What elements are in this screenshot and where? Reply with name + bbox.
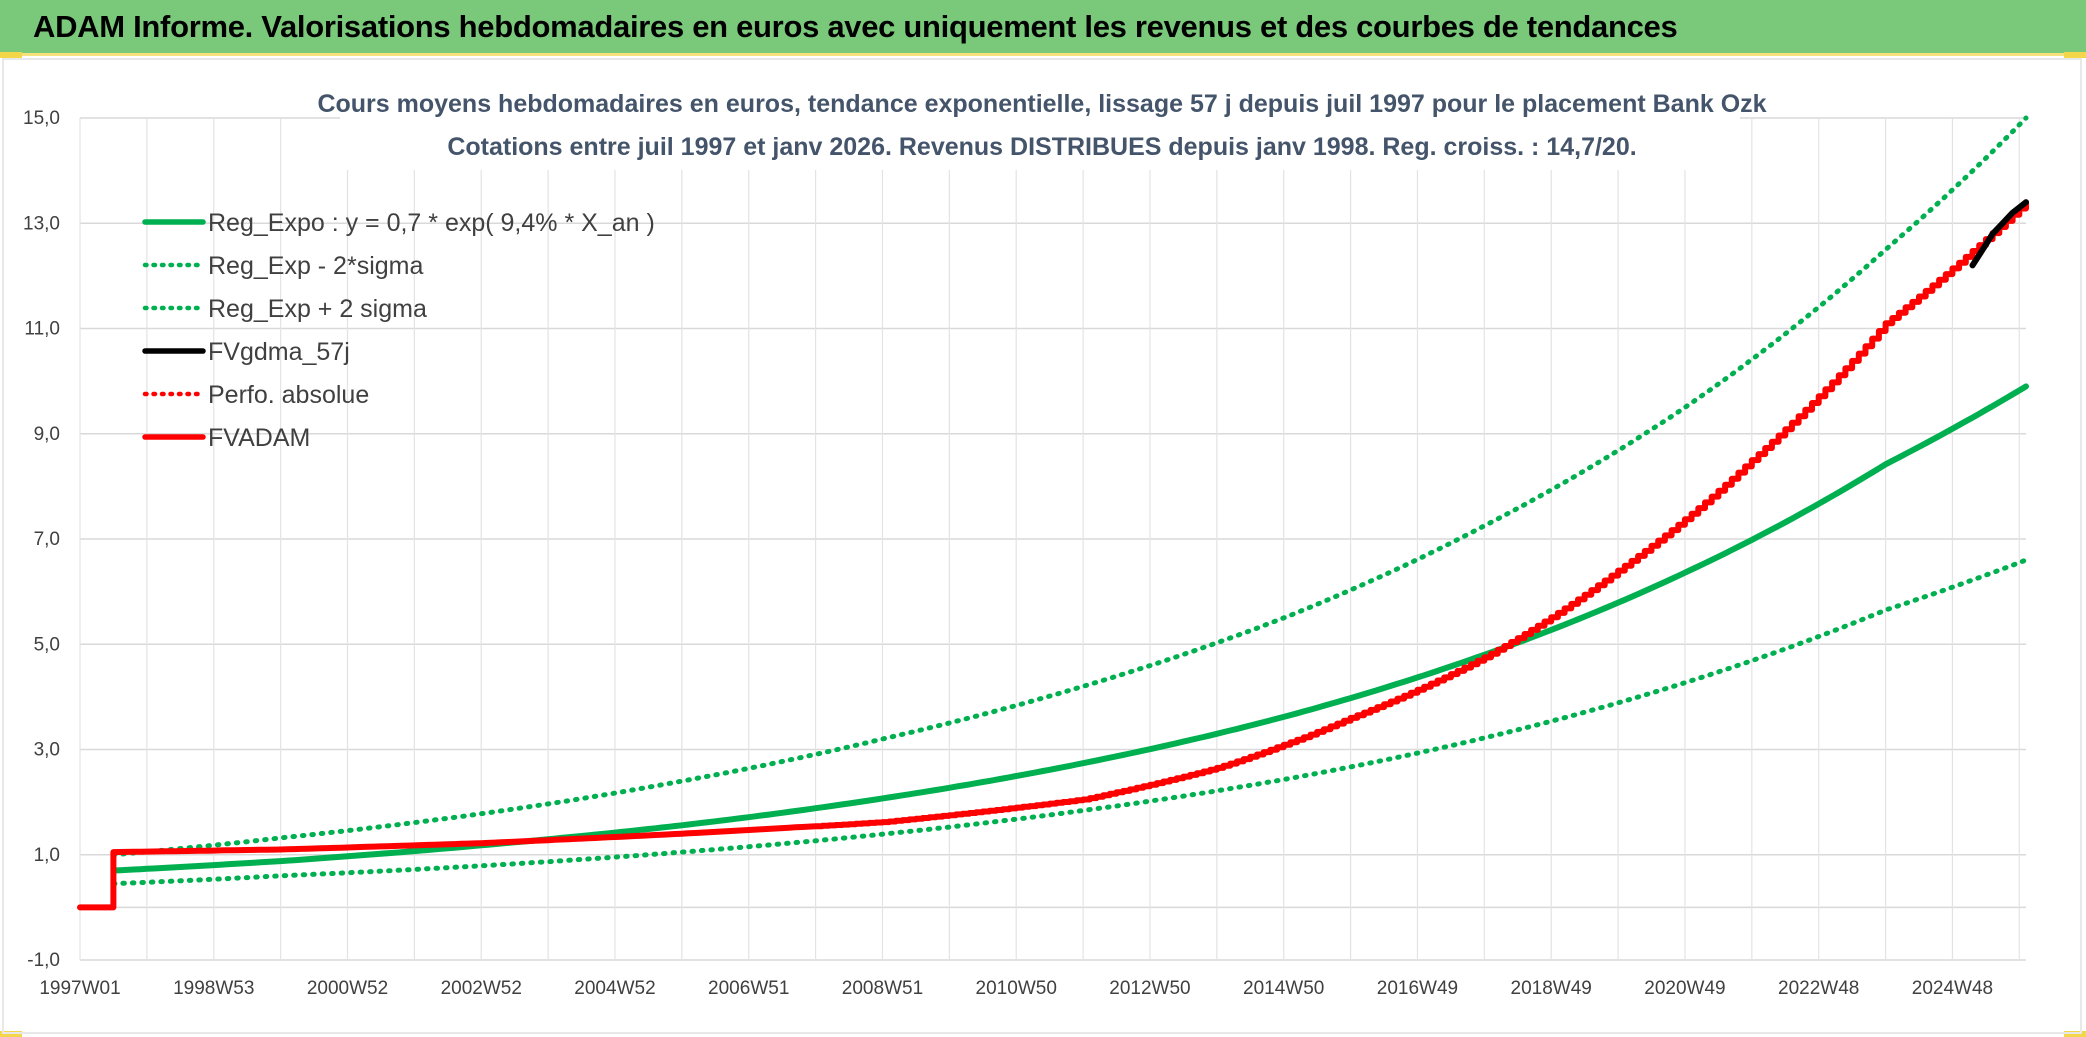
chart-title-background: [340, 84, 1740, 170]
legend-label: Reg_Exp + 2 sigma: [208, 295, 427, 323]
legend-label: Reg_Expo : y = 0,7 * exp( 9,4% * X_an ): [208, 209, 655, 237]
x-tick-label: 1998W53: [173, 978, 254, 999]
x-tick-label: 2006W51: [708, 978, 789, 999]
legend-label: Perfo. absolue: [208, 381, 369, 409]
legend-label: FVADAM: [208, 424, 310, 452]
y-tick-label: 3,0: [34, 740, 60, 761]
chart-grid: [79, 117, 2026, 961]
y-tick-label: 5,0: [34, 634, 60, 655]
series-line-0: [110, 383, 2029, 874]
legend-label: Reg_Exp - 2*sigma: [208, 252, 423, 280]
chart-frame: [2, 58, 2082, 1034]
x-tick-label: 2018W49: [1511, 978, 1592, 999]
x-tick-label: 2002W52: [441, 978, 522, 999]
x-tick-label: 2022W48: [1778, 978, 1859, 999]
x-tick-label: 2020W49: [1644, 978, 1725, 999]
chart-title-line2: Cotations entre juil 1997 et janv 2026. …: [447, 133, 1636, 161]
x-tick-label: 2010W50: [976, 978, 1057, 999]
x-tick-label: 2000W52: [307, 978, 388, 999]
x-tick-label: 1997W01: [39, 978, 120, 999]
chart-title-line1: Cours moyens hebdomadaires en euros, ten…: [317, 90, 1766, 118]
header-banner: ADAM Informe. Valorisations hebdomadaire…: [0, 0, 2086, 56]
banner-title: ADAM Informe. Valorisations hebdomadaire…: [33, 9, 1678, 44]
x-tick-label: 2024W48: [1912, 978, 1993, 999]
x-tick-label: 2014W50: [1243, 978, 1324, 999]
series-line-1: [110, 557, 2029, 887]
y-tick-label: 1,0: [34, 845, 60, 866]
y-tick-label: 13,0: [23, 213, 60, 234]
series-line-2: [110, 115, 2029, 858]
legend-label: FVgdma_57j: [208, 338, 350, 366]
y-tick-label: 7,0: [34, 529, 60, 550]
corner-accent-right: [2064, 52, 2086, 58]
corner-accent-bottom-right: [2064, 1031, 2086, 1037]
x-tick-label: 2016W49: [1377, 978, 1458, 999]
x-tick-label: 2012W50: [1109, 978, 1190, 999]
y-tick-label: 11,0: [24, 319, 60, 340]
x-tick-label: 2008W51: [842, 978, 923, 999]
legend: Reg_Expo : y = 0,7 * exp( 9,4% * X_an ) R…: [142, 209, 655, 452]
y-axis: -1,0 1,0 3,0 5,0 7,0 9,0 11,0 13,0 15,0: [23, 108, 60, 971]
x-tick-label: 2004W52: [574, 978, 655, 999]
y-tick-label: -1,0: [27, 950, 60, 971]
corner-accent-bottom-left: [0, 1031, 22, 1037]
y-tick-label: 9,0: [34, 424, 60, 445]
chart-series: [77, 115, 2029, 911]
x-axis: 1997W01 1998W53 2000W52 2002W52 2004W52 2006W…: [39, 978, 1993, 999]
series-line-5: [77, 199, 2029, 911]
corner-accent-left: [0, 52, 22, 58]
y-tick-label: 15,0: [23, 108, 60, 129]
series-line-3: [1969, 199, 2029, 269]
